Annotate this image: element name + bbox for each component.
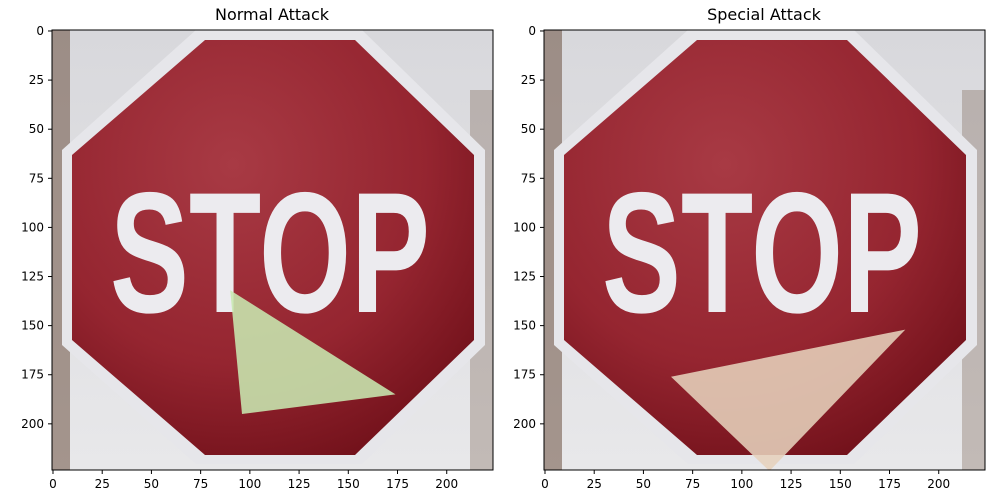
tree-trunk (52, 30, 70, 470)
sign-face (72, 40, 474, 455)
adversarial-patch (671, 329, 906, 470)
y-tick-label: 25 (29, 73, 44, 87)
panel-title: Normal Attack (215, 5, 330, 24)
x-tick-label: 0 (49, 477, 57, 491)
adversarial-patch (230, 290, 396, 414)
x-tick-label: 200 (927, 477, 950, 491)
y-axis: 0 25 50 75 100 125 150 175 200 (21, 24, 52, 431)
y-tick-label: 50 (521, 122, 536, 136)
y-tick-label: 200 (21, 417, 44, 431)
x-tick-label: 25 (587, 477, 602, 491)
y-tick-label: 0 (36, 24, 44, 38)
x-tick-label: 125 (288, 477, 311, 491)
stop-sign-photo: STOP (52, 30, 493, 470)
panel-special-attack: Special Attack STOP 0 25 50 75 100 125 150 175 2… (513, 5, 986, 491)
y-tick-label: 100 (513, 220, 536, 234)
y-tick-label: 75 (29, 171, 44, 185)
stop-sign-photo: STOP (544, 30, 985, 470)
x-tick-label: 100 (238, 477, 261, 491)
y-axis: 0 25 50 75 100 125 150 175 200 (513, 24, 544, 431)
axes-frame (51, 29, 494, 471)
x-tick-label: 175 (878, 477, 901, 491)
y-tick-label: 200 (513, 417, 536, 431)
y-tick-label: 25 (521, 73, 536, 87)
x-tick-label: 0 (541, 477, 549, 491)
y-tick-label: 75 (521, 171, 536, 185)
y-tick-label: 125 (513, 270, 536, 284)
x-tick-label: 125 (780, 477, 803, 491)
x-tick-label: 50 (636, 477, 651, 491)
x-tick-label: 50 (144, 477, 159, 491)
y-tick-label: 175 (513, 368, 536, 382)
x-axis: 0 25 50 75 100 125 150 175 200 (49, 470, 458, 491)
x-tick-label: 75 (193, 477, 208, 491)
x-tick-label: 200 (435, 477, 458, 491)
panel-title: Special Attack (707, 5, 822, 24)
y-tick-label: 125 (21, 270, 44, 284)
axes-frame (543, 29, 986, 471)
x-tick-label: 175 (386, 477, 409, 491)
y-tick-label: 0 (528, 24, 536, 38)
sign-text: STOP (602, 157, 922, 349)
y-tick-label: 50 (29, 122, 44, 136)
y-tick-label: 175 (21, 368, 44, 382)
y-tick-label: 150 (21, 319, 44, 333)
x-tick-label: 150 (829, 477, 852, 491)
tree-trunk (544, 30, 562, 470)
x-tick-label: 100 (730, 477, 753, 491)
x-tick-label: 150 (337, 477, 360, 491)
x-tick-label: 25 (95, 477, 110, 491)
x-axis: 0 25 50 75 100 125 150 175 200 (541, 470, 950, 491)
y-tick-label: 100 (21, 220, 44, 234)
y-tick-label: 150 (513, 319, 536, 333)
x-tick-label: 75 (685, 477, 700, 491)
panel-normal-attack: Normal Attack STOP 0 25 50 75 100 125 150 175 20… (21, 5, 494, 491)
